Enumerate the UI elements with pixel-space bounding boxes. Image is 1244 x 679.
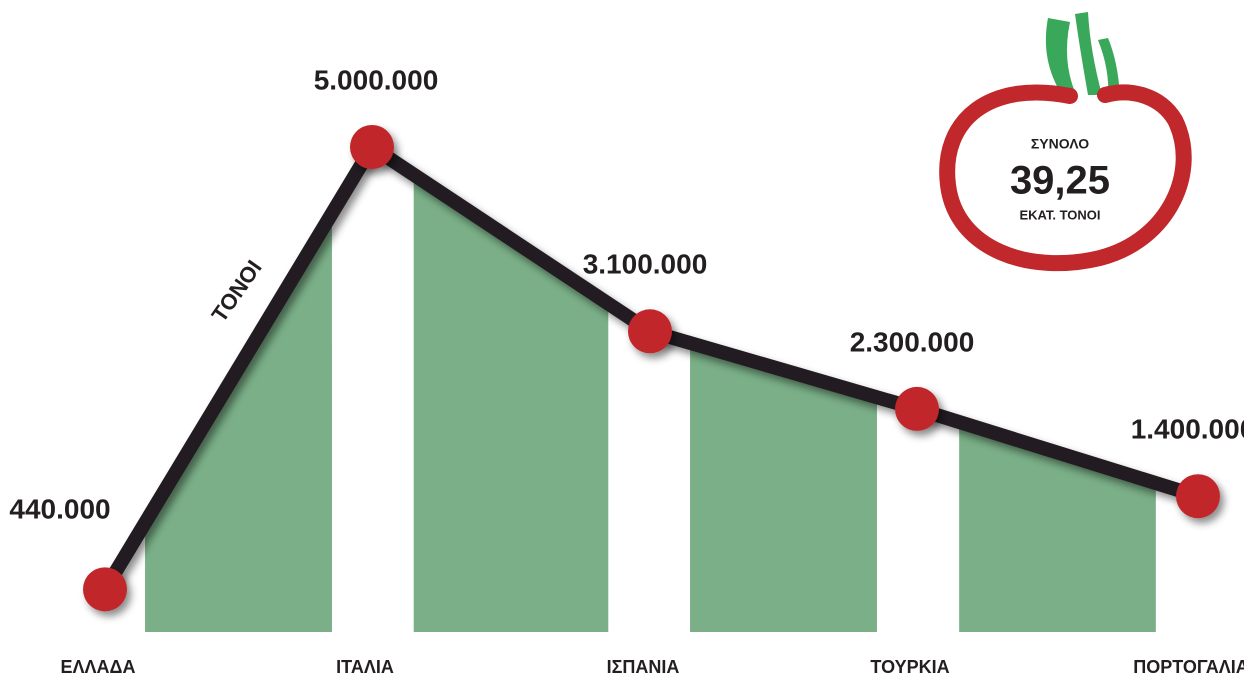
x-tick-label: ΙΣΠΑΝΙΑ bbox=[607, 657, 680, 677]
axis-label: ΤΟΝΟΙ bbox=[207, 255, 267, 326]
marker bbox=[628, 309, 672, 354]
area bbox=[690, 342, 877, 632]
leaf bbox=[1075, 12, 1102, 95]
marker bbox=[895, 386, 939, 431]
leaf bbox=[1098, 38, 1120, 98]
value-label: 440.000 bbox=[9, 494, 110, 525]
x-tick-label: ΕΛΛΑΔΑ bbox=[61, 657, 136, 677]
x-tick-label: ΙΤΑΛΙΑ bbox=[336, 657, 394, 677]
x-tick-label: ΠΟΡΤΟΓΑΛΙΑ bbox=[1133, 657, 1244, 677]
tomato-badge: ΣΥΝΟΛΟ 39,25 ΕΚΑΤ. ΤΟΝΟΙ bbox=[939, 12, 1192, 272]
badge-unit: ΕΚΑΤ. ΤΟΝΟΙ bbox=[1019, 207, 1100, 222]
marker bbox=[350, 125, 394, 169]
marker bbox=[83, 567, 127, 612]
badge-value: 39,25 bbox=[1010, 159, 1110, 203]
badge-label: ΣΥΝΟΛΟ bbox=[1031, 136, 1089, 152]
area bbox=[145, 213, 332, 632]
value-label: 5.000.000 bbox=[314, 64, 439, 95]
x-tick-label: ΤΟΥΡΚΙΑ bbox=[870, 657, 949, 677]
label-group: 440.000 ΕΛΛΑΔΑ 5.000.000 ΙΤΑΛΙΑ 3.100.000 ΙΣΠ… bbox=[9, 64, 1244, 676]
leaf bbox=[1045, 18, 1075, 95]
marker bbox=[1176, 474, 1220, 519]
marker-group bbox=[83, 125, 1220, 612]
tomato-outline bbox=[939, 84, 1192, 272]
value-label: 2.300.000 bbox=[850, 326, 975, 357]
area-group bbox=[145, 174, 1156, 632]
area bbox=[413, 174, 609, 632]
value-label: 3.100.000 bbox=[583, 249, 708, 280]
value-label: 1.400.000 bbox=[1131, 414, 1244, 445]
